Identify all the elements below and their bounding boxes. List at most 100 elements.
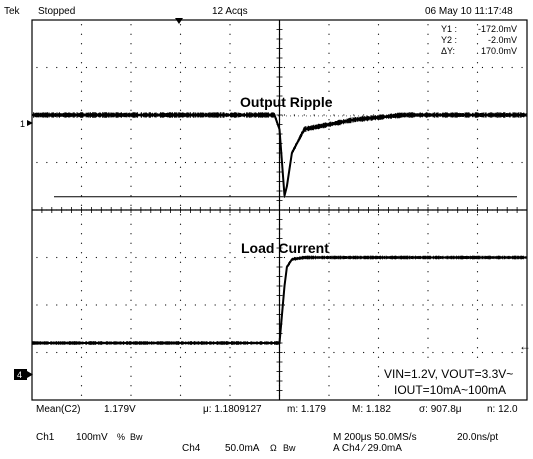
grid-dot bbox=[229, 309, 231, 311]
grid-dot bbox=[377, 157, 380, 159]
grid-dot bbox=[442, 304, 444, 306]
trigger-setting[interactable]: A Ch4 ⁄ 29.0mA bbox=[333, 443, 402, 454]
grid-dot bbox=[328, 119, 330, 121]
grid-dot bbox=[377, 261, 380, 263]
grid-dot bbox=[130, 71, 132, 73]
grid-dot bbox=[244, 304, 246, 306]
ch4-scale[interactable]: 50.0mA bbox=[225, 443, 260, 454]
grid-dot bbox=[452, 304, 454, 306]
grid-dot bbox=[179, 109, 182, 111]
grid-dot bbox=[80, 128, 83, 130]
ch4-label[interactable]: Ch4 bbox=[182, 443, 201, 454]
grid-dot bbox=[229, 62, 231, 64]
ch1-output-ripple-trace bbox=[32, 114, 503, 197]
grid-dot bbox=[328, 337, 330, 339]
grid-dot bbox=[229, 81, 231, 83]
grid-dot bbox=[174, 161, 177, 164]
grid-dot bbox=[125, 351, 127, 354]
grid-dot bbox=[130, 90, 132, 92]
grid-dot bbox=[254, 66, 256, 69]
grid-dot bbox=[56, 351, 58, 354]
grid-dot bbox=[229, 128, 231, 130]
grid-dot bbox=[427, 223, 429, 225]
grid-dot bbox=[427, 71, 429, 73]
grid-dot bbox=[95, 256, 97, 259]
grid-dot bbox=[95, 66, 97, 69]
grid-dot bbox=[155, 351, 157, 354]
ch4-ground-marker-box[interactable] bbox=[14, 369, 27, 380]
grid-dot bbox=[476, 356, 479, 358]
grid-dot bbox=[115, 256, 117, 259]
measurement-mean: μ: 1.1809127 bbox=[203, 404, 262, 415]
grid-dot bbox=[36, 304, 38, 306]
grid-dot bbox=[462, 351, 464, 354]
grid-dot bbox=[80, 328, 83, 330]
grid-dot bbox=[377, 71, 380, 73]
grid-dot bbox=[377, 138, 380, 140]
grid-dot bbox=[427, 138, 429, 140]
grid-dot bbox=[328, 242, 330, 244]
grid-dot bbox=[427, 252, 429, 254]
cursor-y2-value: -2.0mV bbox=[488, 35, 517, 45]
grid-dot bbox=[174, 304, 177, 306]
grid-dot bbox=[80, 280, 83, 282]
grid-dot bbox=[80, 176, 83, 178]
grid-dot bbox=[328, 328, 330, 330]
grid-dot bbox=[80, 138, 83, 140]
grid-dot bbox=[229, 299, 231, 301]
grid-dot bbox=[293, 66, 295, 69]
grid-dot bbox=[481, 161, 484, 164]
grid-dot bbox=[476, 157, 479, 159]
grid-dot bbox=[363, 351, 365, 354]
ch1-scale[interactable]: 100mV bbox=[76, 432, 108, 443]
grid-dot bbox=[174, 256, 177, 259]
grid-dot bbox=[130, 119, 132, 121]
grid-dot bbox=[476, 147, 479, 149]
grid-dot bbox=[80, 81, 83, 83]
grid-dot bbox=[476, 242, 479, 244]
grid-dot bbox=[214, 161, 216, 164]
ch1-label[interactable]: Ch1 bbox=[36, 432, 55, 443]
grid-dot bbox=[234, 304, 236, 306]
grid-dot bbox=[229, 394, 231, 396]
grid-dot bbox=[179, 290, 182, 292]
grid-dot bbox=[323, 161, 325, 164]
grid-dot bbox=[476, 62, 479, 64]
grid-dot bbox=[80, 214, 83, 216]
grid-dot bbox=[229, 328, 231, 330]
grid-dot bbox=[427, 109, 429, 111]
grid-dot bbox=[80, 109, 83, 111]
grid-dot bbox=[476, 24, 479, 26]
grid-dot bbox=[377, 214, 380, 216]
grid-dot bbox=[115, 66, 117, 69]
grid-dot bbox=[179, 204, 182, 206]
grid-dot bbox=[229, 185, 231, 187]
grid-dot bbox=[476, 318, 479, 320]
grid-dot bbox=[377, 62, 380, 64]
grid-dot bbox=[130, 81, 132, 83]
timebase[interactable]: M 200μs 50.0MS/s bbox=[333, 432, 417, 443]
grid-dot bbox=[427, 157, 429, 159]
grid-dot bbox=[293, 304, 295, 306]
conditions-line-1: VIN=1.2V, VOUT=3.3V~ bbox=[384, 367, 513, 381]
grid-dot bbox=[442, 351, 444, 354]
grid-dot bbox=[377, 43, 380, 45]
grid-dot bbox=[328, 43, 330, 45]
grid-dot bbox=[66, 256, 68, 259]
grid-dot bbox=[179, 157, 182, 159]
grid-dot bbox=[476, 252, 479, 254]
ch1-ground-marker[interactable]: 1 bbox=[20, 119, 25, 129]
grid-dot bbox=[328, 176, 330, 178]
grid-dot bbox=[303, 351, 305, 354]
grid-dot bbox=[476, 52, 479, 54]
grid-dot bbox=[179, 366, 182, 368]
grid-dot bbox=[427, 204, 429, 206]
grid-dot bbox=[481, 66, 484, 69]
grid-dot bbox=[130, 261, 132, 263]
trigger-level-arrow[interactable]: ← bbox=[519, 339, 531, 353]
grid-dot bbox=[179, 195, 182, 197]
grid-dot bbox=[244, 66, 246, 69]
grid-dot bbox=[283, 114, 286, 116]
grid-dot bbox=[145, 66, 147, 69]
grid-dot bbox=[377, 109, 380, 111]
